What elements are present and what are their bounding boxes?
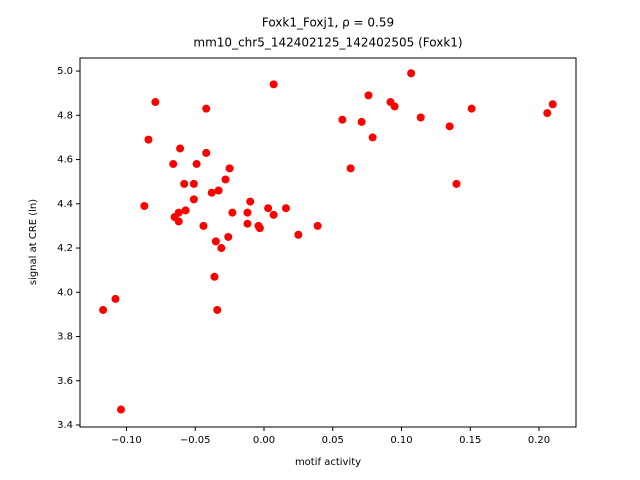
point xyxy=(99,305,108,314)
y-tick-label: 4.0 xyxy=(57,287,73,298)
y-tick-label: 3.4 xyxy=(57,420,73,431)
point xyxy=(452,179,461,188)
point xyxy=(407,69,416,78)
point xyxy=(269,80,278,89)
x-tick-label: 0.00 xyxy=(253,435,275,446)
point xyxy=(364,91,373,100)
point xyxy=(174,208,183,217)
point xyxy=(174,217,183,226)
x-tick-label: −0.05 xyxy=(180,435,211,446)
point xyxy=(214,186,223,195)
point xyxy=(144,135,153,144)
point xyxy=(199,221,208,230)
y-tick-label: 4.8 xyxy=(57,110,73,121)
point xyxy=(368,133,377,142)
point xyxy=(211,237,220,246)
point xyxy=(210,272,219,281)
chart-subtitle: mm10_chr5_142402125_142402505 (Foxk1) xyxy=(193,36,462,50)
point xyxy=(243,219,252,228)
point xyxy=(151,98,160,107)
point xyxy=(269,210,278,219)
plot-frame xyxy=(79,57,577,428)
point xyxy=(180,179,189,188)
point xyxy=(140,201,149,210)
point xyxy=(543,109,552,118)
point xyxy=(181,206,190,215)
y-tick-label: 4.6 xyxy=(57,155,73,166)
point xyxy=(116,405,125,414)
point xyxy=(346,164,355,173)
point xyxy=(189,195,198,204)
point xyxy=(255,224,264,233)
x-tick-label: 0.20 xyxy=(528,435,550,446)
point xyxy=(221,175,230,184)
y-tick-label: 4.4 xyxy=(57,199,73,210)
point xyxy=(246,197,255,206)
x-tick-label: −0.10 xyxy=(111,435,142,446)
point xyxy=(192,159,201,168)
point xyxy=(548,100,557,109)
y-axis-label: signal at CRE (ln) xyxy=(28,199,39,285)
y-tick-label: 5.0 xyxy=(57,66,73,77)
point xyxy=(224,232,233,241)
point xyxy=(213,305,222,314)
point xyxy=(294,230,303,239)
point xyxy=(176,144,185,153)
x-tick-label: 0.15 xyxy=(459,435,481,446)
point xyxy=(357,117,366,126)
y-tick-label: 3.8 xyxy=(57,332,73,343)
point xyxy=(467,104,476,113)
point xyxy=(189,179,198,188)
x-tick-label: 0.05 xyxy=(322,435,344,446)
point xyxy=(416,113,425,122)
point xyxy=(111,294,120,303)
point xyxy=(390,102,399,111)
point xyxy=(313,221,322,230)
chart-title: Foxk1_Foxj1, ρ = 0.59 xyxy=(262,16,394,30)
point xyxy=(202,148,211,157)
point xyxy=(338,115,347,124)
point xyxy=(243,208,252,217)
x-axis-label: motif activity xyxy=(295,457,361,468)
point xyxy=(202,104,211,113)
point xyxy=(169,159,178,168)
point xyxy=(445,122,454,131)
y-tick-label: 4.2 xyxy=(57,243,73,254)
point xyxy=(217,244,226,253)
y-tick-label: 3.6 xyxy=(57,376,73,387)
point xyxy=(207,188,216,197)
point xyxy=(264,204,273,213)
point xyxy=(228,208,237,217)
point xyxy=(225,164,234,173)
point xyxy=(281,204,290,213)
x-tick-label: 0.10 xyxy=(390,435,412,446)
